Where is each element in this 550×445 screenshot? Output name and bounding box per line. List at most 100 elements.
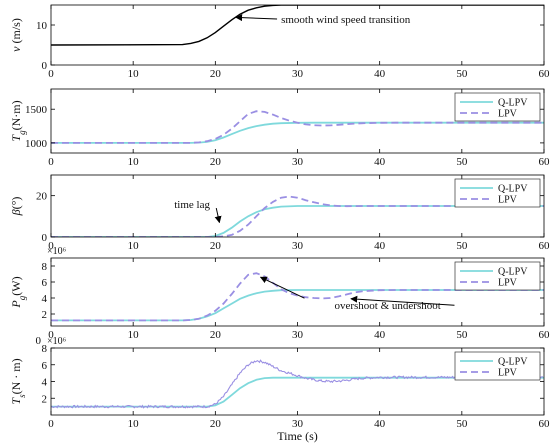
x-axis-label: Time (s) <box>277 429 318 443</box>
y-tick-label: 8 <box>42 343 48 355</box>
series-line-q-lpv <box>51 205 544 237</box>
legend-label-q-lpv: Q-LPV <box>498 98 528 109</box>
annotation-arrow <box>235 14 278 22</box>
x-tick-label: 20 <box>210 156 222 168</box>
x-tick-label: 20 <box>210 68 222 80</box>
legend-box <box>454 178 541 208</box>
y-label-unit: (W) <box>9 276 23 295</box>
annotation-arrow <box>259 276 305 299</box>
x-tick-label: 20 <box>210 329 222 341</box>
y-multiplier: ×10⁶ <box>47 246 67 257</box>
annotation-text: time lag <box>174 199 210 211</box>
y-tick-label: 6 <box>42 360 48 372</box>
x-tick-label: 30 <box>292 418 304 430</box>
x-tick-label: 40 <box>374 156 386 168</box>
x-tick-label: 50 <box>456 240 468 252</box>
series-line-q-lpv <box>51 121 544 144</box>
y-label-symbol: v <box>9 46 23 52</box>
x-tick-label: 30 <box>292 68 304 80</box>
annotation-text: overshoot & undershoot <box>334 300 440 312</box>
legend-box <box>454 92 541 122</box>
y-axis-label: Ts(N · m) <box>9 358 27 404</box>
annotation-text: smooth wind speed transition <box>281 14 411 26</box>
x-tick-label: 20 <box>210 418 222 430</box>
y-label-subscript: g <box>17 130 27 135</box>
x-tick-label: 60 <box>539 156 550 168</box>
y-axis-label: v (m/s) <box>9 18 23 52</box>
legend-label-q-lpv: Q-LPV <box>498 184 528 195</box>
y-label-symbol: β <box>9 209 23 216</box>
x-tick-label: 50 <box>456 418 468 430</box>
y-tick-label: 2 <box>42 393 48 405</box>
x-tick-label: 60 <box>539 329 550 341</box>
y-tick-label: 20 <box>36 191 48 203</box>
panel-1: 0 10 20 30 40 50 60 0 10 v (m/s) smooth wind speed… <box>9 4 550 80</box>
x-tick-label: 50 <box>456 68 468 80</box>
x-tick-label: 60 <box>539 418 550 430</box>
x-tick-label: 20 <box>210 240 222 252</box>
y-multiplier: ×10⁶ <box>47 336 67 347</box>
legend-label-lpv: LPV <box>498 195 518 206</box>
legend-label-lpv: LPV <box>498 368 518 379</box>
y-tick-label: 1000 <box>25 138 48 150</box>
x-tick-label: 0 <box>48 156 54 168</box>
x-tick-label: 30 <box>292 240 304 252</box>
y-label-symbol: T <box>9 397 23 405</box>
x-tick-label: 50 <box>456 329 468 341</box>
y-tick-label: 4 <box>42 293 48 305</box>
x-tick-label: 10 <box>128 156 140 168</box>
y-tick-label: 2 <box>42 309 48 321</box>
x-tick-label: 40 <box>374 329 386 341</box>
x-tick-label: 0 <box>48 68 54 80</box>
legend-box <box>454 261 541 291</box>
y-label-unit: (m/s) <box>9 18 23 46</box>
y-label-unit: (N·m) <box>9 100 23 130</box>
legend-label-lpv: LPV <box>498 278 518 289</box>
y-label-symbol: P <box>9 300 23 309</box>
y-label-subscript: s <box>17 394 27 398</box>
x-tick-label: 10 <box>128 418 140 430</box>
x-tick-label: 0 <box>48 329 54 341</box>
annotation-arrow <box>214 207 222 224</box>
y-axis-label: β(°) <box>9 197 23 217</box>
x-tick-label: 10 <box>128 329 140 341</box>
x-tick-label: 40 <box>374 418 386 430</box>
x-tick-label: 30 <box>292 156 304 168</box>
x-tick-label: 0 <box>48 240 54 252</box>
y-tick-label: 6 <box>42 277 48 289</box>
y-tick-label: 10 <box>36 20 48 32</box>
x-tick-label: 60 <box>539 68 550 80</box>
y-label-subscript: g <box>17 295 27 300</box>
y-multiplier-prefix: 0 <box>36 335 42 347</box>
y-label-unit: (°) <box>9 197 23 210</box>
series-line-q-lpv <box>51 376 544 408</box>
x-tick-label: 10 <box>128 68 140 80</box>
x-tick-label: 40 <box>374 240 386 252</box>
y-tick-label: 8 <box>42 261 48 273</box>
legend-box <box>454 351 541 381</box>
x-tick-label: 30 <box>292 329 304 341</box>
legend-label-lpv: LPV <box>498 109 518 120</box>
legend-label-q-lpv: Q-LPV <box>498 267 528 278</box>
y-axis-label: Pg(W) <box>9 276 27 308</box>
series-line-lpv <box>51 272 544 322</box>
y-tick-label: 0 <box>42 232 48 244</box>
x-tick-label: 40 <box>374 68 386 80</box>
y-tick-label: 1500 <box>25 104 48 116</box>
x-tick-label: 0 <box>48 418 54 430</box>
x-tick-label: 50 <box>456 156 468 168</box>
x-tick-label: 10 <box>128 240 140 252</box>
y-tick-label: 0 <box>42 60 48 72</box>
x-tick-label: 60 <box>539 240 550 252</box>
y-label-symbol: T <box>9 134 23 142</box>
series-line-lpv <box>51 110 544 144</box>
